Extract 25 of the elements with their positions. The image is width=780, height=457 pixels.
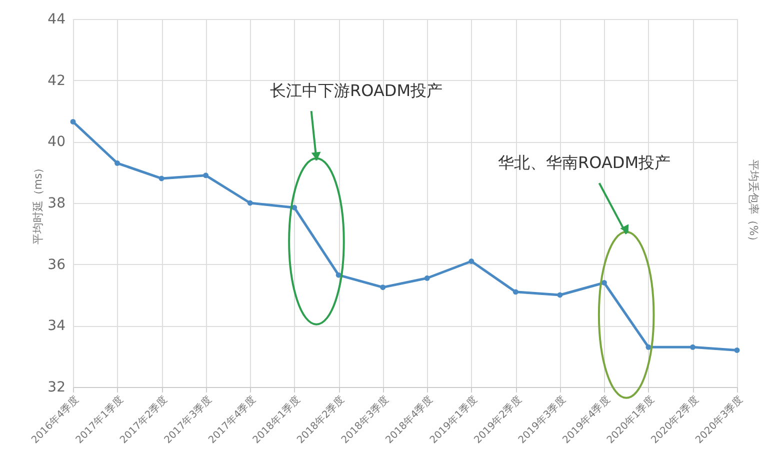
y-tick-label: 44 (48, 12, 66, 28)
y2-axis-title: 平均丢包率（%） (747, 159, 760, 247)
point (70, 119, 76, 124)
point (557, 292, 563, 298)
y-tick-label: 42 (48, 72, 66, 89)
point (292, 204, 298, 210)
point (247, 200, 253, 206)
y-tick-label: 38 (48, 196, 66, 212)
y-tick-label: 34 (48, 318, 66, 334)
y-tick-label: 40 (48, 134, 66, 150)
y-axis-title: 平均时延（ms） (32, 162, 45, 245)
point (114, 160, 120, 166)
y-tick-label: 36 (48, 256, 66, 273)
y-tick-label: 32 (48, 380, 66, 396)
annotation: 华北、华南ROADM投产 (498, 153, 671, 172)
point (203, 172, 209, 178)
point (646, 344, 652, 350)
point (512, 289, 518, 295)
annotation: 长江中下游ROADM投产 (270, 81, 443, 100)
point (690, 344, 696, 350)
point (158, 176, 164, 182)
point (424, 275, 430, 281)
point (734, 347, 740, 353)
point (468, 258, 474, 264)
point (380, 284, 386, 290)
